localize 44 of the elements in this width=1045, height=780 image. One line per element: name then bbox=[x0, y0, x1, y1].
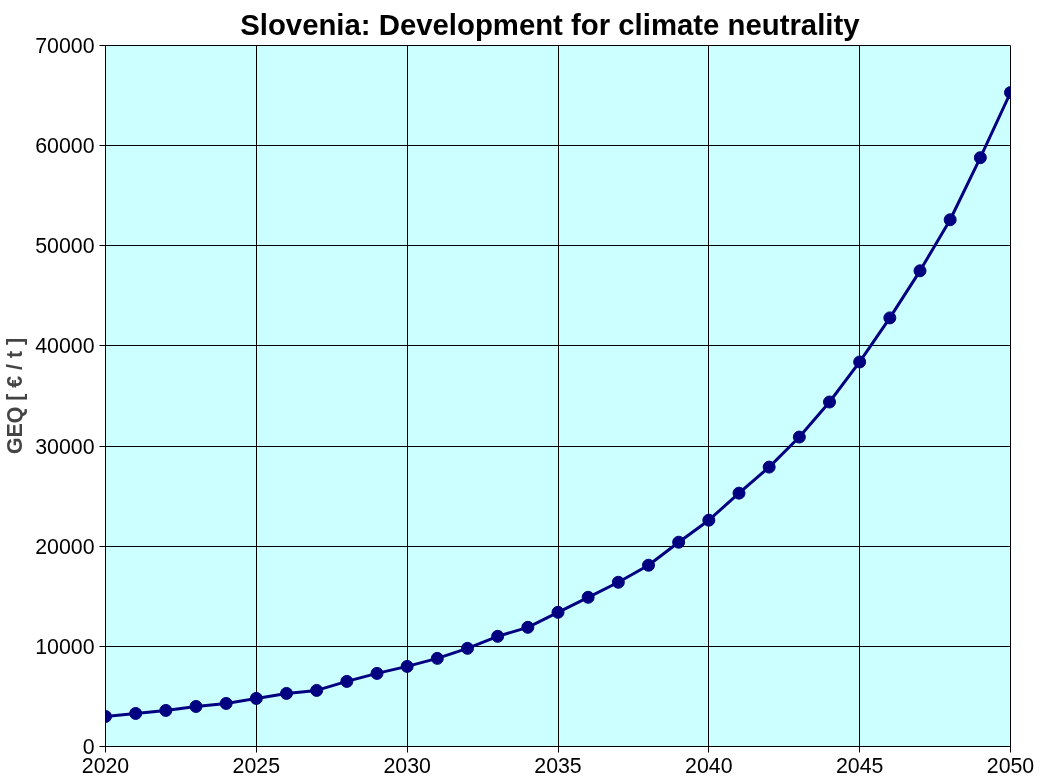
point bbox=[491, 629, 505, 643]
point bbox=[853, 355, 867, 369]
x-tick-label: 2040 bbox=[685, 753, 733, 778]
x-tick-label: 2035 bbox=[534, 753, 582, 778]
y-tick-label: 20000 bbox=[35, 534, 95, 559]
y-tick-label: 30000 bbox=[35, 434, 95, 459]
point bbox=[551, 605, 565, 619]
y-tick-label: 40000 bbox=[35, 334, 95, 359]
point bbox=[792, 430, 806, 444]
point bbox=[219, 696, 233, 710]
point bbox=[642, 558, 655, 572]
y-axis-title: GEQ [ € / t ] bbox=[3, 337, 28, 455]
y-tick-label: 10000 bbox=[35, 634, 95, 659]
point bbox=[521, 620, 535, 634]
y-tick-label: 70000 bbox=[35, 34, 95, 58]
point bbox=[732, 486, 746, 500]
point bbox=[280, 686, 293, 700]
point bbox=[913, 264, 927, 278]
point bbox=[581, 590, 595, 604]
x-tick-label: 2025 bbox=[232, 753, 281, 778]
point bbox=[611, 575, 625, 589]
point bbox=[762, 460, 776, 474]
point bbox=[461, 641, 474, 655]
point bbox=[340, 674, 354, 688]
chart-title: Slovenia: Development for climate neutrality bbox=[240, 7, 861, 41]
point bbox=[430, 651, 444, 665]
x-tick-label: 2050 bbox=[986, 753, 1035, 778]
point bbox=[129, 706, 143, 720]
y-tick-label: 60000 bbox=[35, 134, 95, 159]
point bbox=[159, 703, 173, 717]
point bbox=[823, 395, 836, 409]
x-tick-label: 2030 bbox=[383, 753, 432, 778]
point bbox=[883, 311, 897, 325]
point bbox=[672, 535, 686, 549]
x-tick-label: 2045 bbox=[835, 753, 884, 778]
point bbox=[249, 691, 263, 705]
point bbox=[189, 699, 203, 713]
point bbox=[310, 683, 324, 697]
point bbox=[400, 659, 414, 673]
point bbox=[973, 151, 987, 165]
point bbox=[943, 213, 957, 227]
y-tick-label: 50000 bbox=[35, 234, 95, 259]
point bbox=[702, 513, 716, 527]
point bbox=[370, 666, 384, 680]
